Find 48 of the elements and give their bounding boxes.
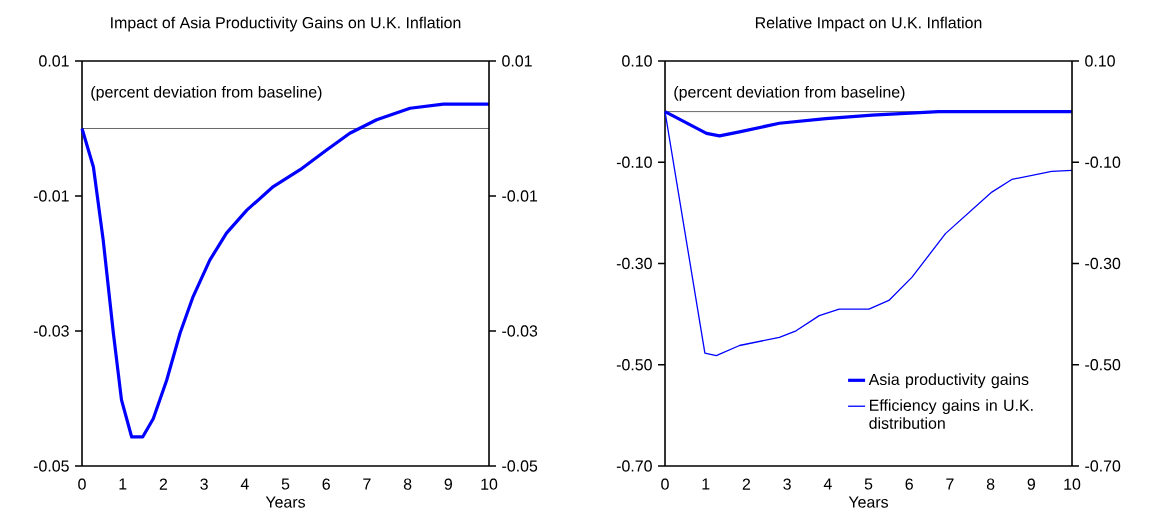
x-tick-label: 6 <box>905 478 913 490</box>
x-tick-label: 3 <box>200 478 208 490</box>
y2-tick-label: -0.50 <box>1085 359 1121 371</box>
x-tick-label: 2 <box>742 478 751 490</box>
x-tick-label: 1 <box>119 478 127 490</box>
x-tick-label: 1 <box>702 478 710 490</box>
x-tick-label: 0 <box>661 478 669 490</box>
y2-tick-label: -0.03 <box>33 325 69 337</box>
y-tick-label: -0.70 <box>616 460 652 472</box>
y-tick-label: -0.30 <box>616 257 652 270</box>
x-tick-label: 7 <box>363 478 371 490</box>
y2-tick-label: -0.70 <box>1085 460 1121 472</box>
y-tick-label: -0.50 <box>616 359 652 371</box>
y-tick-label: -0.01 <box>502 190 538 202</box>
x-tick-label: 0 <box>78 478 86 490</box>
annotation: (percent deviation from baseline) <box>91 85 322 101</box>
legend-label: Efficiency gains in U.K. distribution <box>869 399 1033 429</box>
y-tick-label: -0.10 <box>616 156 652 168</box>
y-tick-label: -0.05 <box>502 460 538 472</box>
y2-tick-label: -0.05 <box>33 460 69 472</box>
y2-tick-label: 0.10 <box>1085 55 1115 67</box>
x-tick-label: 8 <box>403 478 412 490</box>
y-tick-label: 0.01 <box>502 55 532 67</box>
x-tick-label: 4 <box>823 478 832 490</box>
x-tick-label: 2 <box>159 478 168 490</box>
x-tick-label: 8 <box>986 478 995 490</box>
x-tick-label: 5 <box>864 478 873 490</box>
x-tick-label: 4 <box>240 478 249 490</box>
x-tick-label: 9 <box>444 478 452 490</box>
chart-title: Relative Impact on U.K. Inflation <box>755 16 982 32</box>
y-tick-label: 0.10 <box>622 55 652 67</box>
y2-tick-label: -0.10 <box>1085 156 1121 168</box>
x-tick-label: 10 <box>481 478 498 490</box>
x-tick-label: 10 <box>1064 478 1081 490</box>
x-tick-label: 6 <box>322 478 330 490</box>
y2-tick-label: 0.01 <box>39 55 69 67</box>
x-tick-label: 5 <box>281 478 290 490</box>
x-tick-label: 3 <box>783 478 791 490</box>
x-tick-label: 7 <box>946 478 954 490</box>
y2-tick-label: -0.01 <box>33 190 69 202</box>
legend-label: Asia productivity gains <box>868 373 1029 389</box>
x-axis-title: Years <box>265 496 306 508</box>
x-tick-label: 9 <box>1027 478 1035 490</box>
y2-tick-label: -0.30 <box>1085 257 1121 270</box>
annotation: (percent deviation from baseline) <box>674 85 905 101</box>
y-tick-label: -0.03 <box>502 325 538 337</box>
x-axis-title: Years <box>848 496 889 508</box>
chart-title: Impact of Asia Productivity Gains on U.K. Inflation <box>111 16 461 32</box>
